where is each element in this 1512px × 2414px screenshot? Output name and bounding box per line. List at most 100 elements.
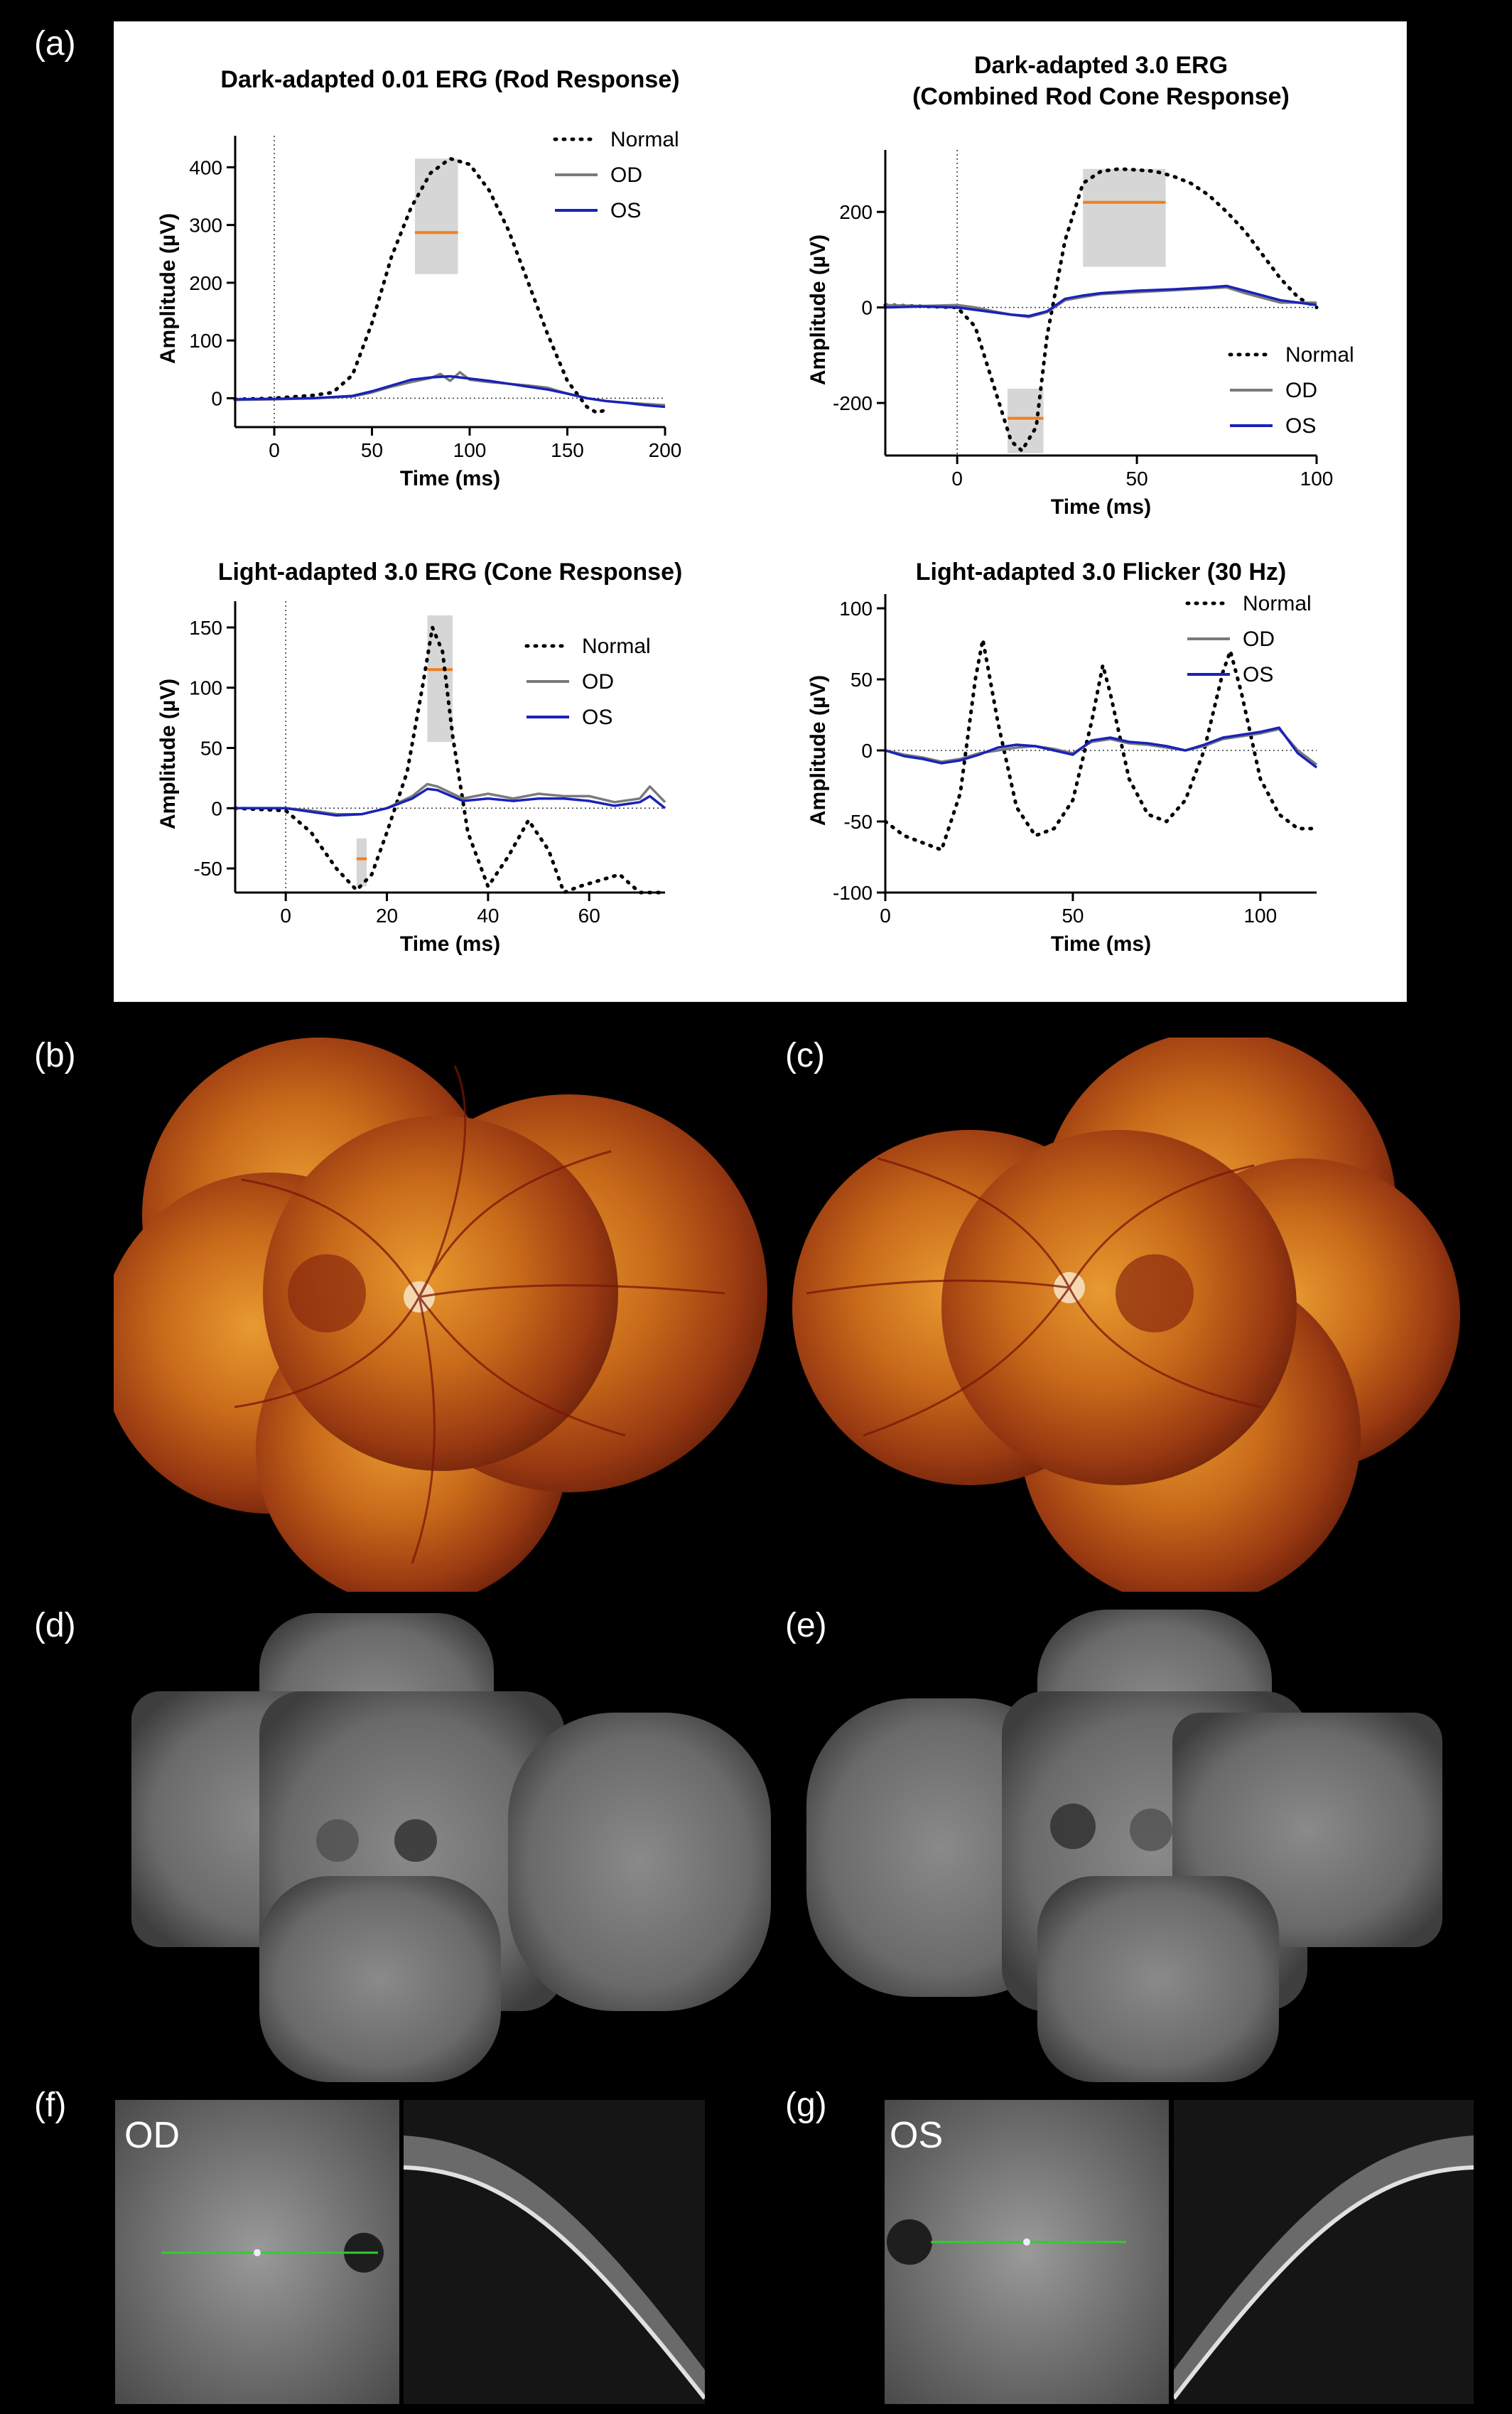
- panel-label-e: (e): [785, 1607, 827, 1644]
- series-line-od: [885, 728, 1318, 766]
- chart-subtitle: (Combined Rod Cone Response): [912, 83, 1290, 110]
- chart-title: Dark-adapted 3.0 ERG: [974, 52, 1228, 79]
- oct-bscan-od: [404, 2100, 705, 2404]
- series-line-normal: [883, 167, 1319, 453]
- autofluorescence-od: [131, 1613, 771, 2082]
- series-line-os: [885, 726, 1318, 769]
- retina-layers-os: [1174, 2135, 1474, 2398]
- retina-layers-od: [404, 2135, 705, 2398]
- x-tick-label: 0: [280, 905, 291, 927]
- y-tick-label: 0: [861, 740, 873, 762]
- y-tick-label: 300: [189, 215, 222, 237]
- panel-label-f: (f): [34, 2086, 67, 2124]
- panel-label-g: (g): [785, 2086, 827, 2124]
- x-axis-label: Time (ms): [1051, 932, 1151, 956]
- y-axis-label: Amplitude (µV): [806, 675, 830, 826]
- x-tick-label: 40: [477, 905, 499, 927]
- series-line-normal: [233, 625, 667, 895]
- chart-title: Light-adapted 3.0 Flicker (30 Hz): [916, 559, 1286, 586]
- x-axis-label: Time (ms): [1051, 495, 1151, 519]
- x-tick-label: 50: [1126, 468, 1148, 490]
- normal-range-box: [356, 838, 367, 887]
- ir-fundus-od: [115, 2100, 399, 2404]
- rpe-band-od: [404, 2165, 705, 2400]
- y-tick-label: -100: [833, 882, 873, 904]
- y-tick-label: 400: [189, 156, 222, 178]
- retinal-vessels-od: [234, 1065, 725, 1564]
- ir-optic-disc-os: [887, 2219, 932, 2265]
- y-tick-label: 50: [200, 738, 222, 760]
- panel-label-d: (d): [34, 1607, 76, 1644]
- af-montage-od: [131, 1613, 771, 2082]
- autofluorescence-os: [806, 1610, 1442, 2082]
- fundus-photo-os: [792, 1038, 1460, 1592]
- af-macula-os: [1130, 1809, 1172, 1851]
- fundus-photo-od: [114, 1038, 767, 1592]
- y-tick-label: 200: [189, 272, 222, 294]
- legend-label-od: OD: [1243, 627, 1275, 651]
- af-macula-od: [316, 1819, 359, 1862]
- legend-label-od: OD: [582, 670, 614, 694]
- af-optic-disc-os: [1050, 1804, 1096, 1849]
- fundus-montage-os: [792, 1038, 1460, 1592]
- x-tick-label: 100: [1243, 905, 1277, 927]
- x-tick-label: 150: [551, 439, 584, 461]
- chart-title: Dark-adapted 0.01 ERG (Rod Response): [220, 66, 679, 93]
- series-line-normal: [233, 156, 608, 415]
- legend-label-od: OD: [610, 163, 642, 187]
- oct-bscan-os: [1174, 2100, 1474, 2404]
- x-tick-label: 60: [578, 905, 600, 927]
- af-montage-os: [806, 1610, 1442, 2082]
- normal-range-box: [415, 158, 458, 274]
- fundus-montage-od: [114, 1038, 767, 1592]
- series-line-normal: [883, 637, 1319, 852]
- legend-label-normal: Normal: [582, 635, 651, 658]
- chart-title: Light-adapted 3.0 ERG (Cone Response): [218, 559, 683, 586]
- panel-label-b: (b): [34, 1037, 76, 1074]
- y-tick-label: -50: [194, 858, 222, 880]
- legend-label-normal: Normal: [1243, 592, 1312, 615]
- normal-range-box: [1083, 168, 1166, 267]
- y-tick-label: 0: [861, 297, 873, 319]
- y-tick-label: 200: [839, 201, 873, 223]
- x-tick-label: 100: [1300, 468, 1334, 490]
- x-tick-label: 0: [269, 439, 280, 461]
- y-tick-label: 100: [189, 677, 222, 699]
- rpe-band-os: [1174, 2165, 1474, 2400]
- legend-label-normal: Normal: [610, 128, 679, 151]
- oct-eye-label-os: OS: [890, 2115, 944, 2156]
- af-optic-disc-od: [394, 1819, 437, 1862]
- panel-label-a: (a): [34, 25, 76, 63]
- y-axis-label: Amplitude (µV): [806, 235, 830, 385]
- x-tick-label: 100: [453, 439, 487, 461]
- panel-label-c: (c): [785, 1037, 825, 1074]
- y-tick-label: 50: [850, 669, 873, 691]
- y-tick-label: 0: [211, 387, 222, 409]
- macula-os: [1116, 1254, 1194, 1332]
- legend-label-os: OS: [610, 199, 641, 222]
- y-axis-label: Amplitude (µV): [156, 679, 180, 829]
- erg-charts-panel: Dark-adapted 0.01 ERG (Rod Response) 0 100…: [114, 21, 1407, 1002]
- series-line-od: [885, 286, 1317, 318]
- legend-label-od: OD: [1285, 379, 1317, 402]
- x-tick-label: 0: [880, 905, 891, 927]
- erg-charts-svg: Dark-adapted 0.01 ERG (Rod Response) 0 100…: [156, 52, 1354, 956]
- macula-od: [288, 1254, 366, 1332]
- x-axis-label: Time (ms): [400, 467, 500, 490]
- legend-label-os: OS: [1285, 414, 1316, 438]
- legend-label-os: OS: [582, 706, 612, 729]
- y-tick-label: 150: [189, 617, 222, 639]
- x-tick-label: 200: [649, 439, 682, 461]
- y-tick-label: -50: [844, 811, 873, 833]
- series-line-os: [235, 787, 666, 817]
- x-tick-label: 20: [376, 905, 398, 927]
- x-tick-label: 0: [951, 468, 963, 490]
- retinal-vessels-os: [806, 1157, 1262, 1437]
- x-tick-label: 50: [1062, 905, 1084, 927]
- y-tick-label: 0: [211, 797, 222, 819]
- y-tick-label: 100: [189, 330, 222, 352]
- x-tick-label: 50: [361, 439, 383, 461]
- fovea-marker-os: [1023, 2238, 1030, 2246]
- y-tick-label: 100: [839, 598, 873, 620]
- ir-fundus-os: [885, 2100, 1169, 2404]
